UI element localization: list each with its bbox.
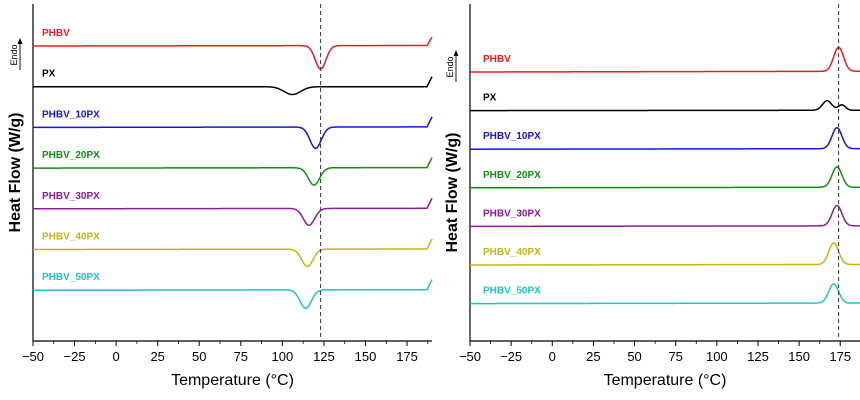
x-tick-label: 175 <box>396 349 418 364</box>
x-tick-label: 150 <box>355 349 377 364</box>
series-line-phbv_50px <box>470 283 860 305</box>
series-label-phbv_50px: PHBV_50PX <box>483 286 541 297</box>
series-label-phbv_40px: PHBV_40PX <box>483 247 541 258</box>
series-line-phbv_10px <box>33 116 433 150</box>
series-line-phbv_30px <box>470 204 860 228</box>
series-line-phbv <box>470 46 860 73</box>
series-label-phbv_10px: PHBV_10PX <box>42 109 100 120</box>
series-label-phbv_30px: PHBV_30PX <box>483 208 541 219</box>
endo-indicator: Endo <box>9 38 23 70</box>
series-line-phbv_20px <box>470 166 860 189</box>
series-label-px: PX <box>483 93 497 104</box>
series-label-phbv_50px: PHBV_50PX <box>42 272 100 283</box>
x-tick-label: 0 <box>549 349 556 364</box>
series-label-phbv: PHBV <box>42 28 70 39</box>
x-axis-title: Temperature (°C) <box>171 372 294 389</box>
x-tick-label: 0 <box>113 349 120 364</box>
y-axis-title: Heat Flow (W/g) <box>444 133 461 253</box>
x-tick-label: −50 <box>22 349 44 364</box>
endo-arrow-head <box>17 38 23 44</box>
endo-label: Endo <box>445 56 455 77</box>
x-tick-label: 125 <box>313 349 335 364</box>
series-line-phbv_40px <box>470 242 860 266</box>
x-tick-label: −25 <box>64 349 86 364</box>
x-tick-label: 150 <box>788 349 810 364</box>
series-label-px: PX <box>42 69 56 80</box>
series-line-phbv_10px <box>470 126 860 150</box>
x-tick-label: 75 <box>234 349 248 364</box>
endo-arrow-head <box>453 50 459 56</box>
series-label-phbv_10px: PHBV_10PX <box>483 131 541 142</box>
x-tick-label: 25 <box>150 349 164 364</box>
series-label-phbv: PHBV <box>483 54 511 65</box>
x-tick-label: 100 <box>706 349 728 364</box>
x-tick-label: 25 <box>586 349 600 364</box>
endo-label: Endo <box>9 44 19 65</box>
endo-indicator: Endo <box>445 50 459 82</box>
series-line-phbv_20px <box>33 157 433 186</box>
x-tick-label: 50 <box>192 349 206 364</box>
x-tick-label: 175 <box>829 349 851 364</box>
series-line-phbv_50px <box>33 279 433 310</box>
x-tick-label: 75 <box>668 349 682 364</box>
series-label-phbv_20px: PHBV_20PX <box>42 150 100 161</box>
y-axis-title: Heat Flow (W/g) <box>7 113 24 233</box>
series-line-px <box>33 76 433 96</box>
x-axis-title: Temperature (°C) <box>604 372 727 389</box>
series-label-phbv_30px: PHBV_30PX <box>42 191 100 202</box>
series-line-phbv <box>33 36 433 70</box>
series-line-phbv_40px <box>33 238 433 268</box>
chart-panel-2: −50 −25 0 25 50 75 100 125 150 175 Temperature (°C… <box>444 4 860 389</box>
chart-panel-1: −50 −25 0 25 50 75 100 125 150 175 Temperature (°C… <box>7 4 433 389</box>
x-tick-label: 125 <box>747 349 769 364</box>
x-tick-label: −50 <box>459 349 481 364</box>
series-label-phbv_20px: PHBV_20PX <box>483 170 541 181</box>
x-tick-label: 50 <box>627 349 641 364</box>
x-tick-label: 100 <box>272 349 294 364</box>
series-line-phbv_30px <box>33 197 433 227</box>
series-line-px <box>470 99 860 112</box>
series-label-phbv_40px: PHBV_40PX <box>42 232 100 243</box>
x-tick-label: −25 <box>500 349 522 364</box>
